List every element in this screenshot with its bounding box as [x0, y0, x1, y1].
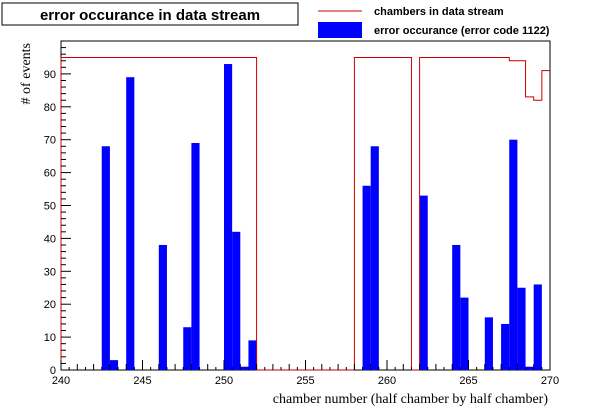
- error-bar-10: [362, 185, 371, 370]
- y-tick-label: 70: [44, 135, 56, 147]
- y-axis: 0 10 20 30 40 50 60 70 80 90: [44, 40, 71, 377]
- y-tick-label: 40: [44, 233, 56, 245]
- legend: chambers in data stream error occurance …: [318, 6, 550, 38]
- error-bar-9: [248, 340, 257, 370]
- y-tick-label: 20: [44, 299, 56, 311]
- error-bar-18: [517, 287, 526, 370]
- x-axis-label: chamber number (half chamber by half cha…: [273, 392, 549, 407]
- error-bar-2: [126, 77, 135, 370]
- error-bar-5: [191, 142, 200, 370]
- error-bars: [101, 64, 542, 370]
- error-bar-15: [484, 317, 493, 370]
- error-bar-7: [232, 231, 241, 370]
- error-bar-1: [109, 360, 119, 370]
- y-tick-label: 90: [44, 69, 56, 81]
- x-tick-label: 250: [215, 375, 233, 387]
- x-tick-label: 245: [133, 375, 151, 387]
- y-axis-label: # of events: [19, 43, 34, 104]
- x-tick-label: 260: [378, 375, 396, 387]
- legend-label-errors: error occurance (error code 1122): [374, 25, 550, 37]
- error-bar-4: [183, 327, 192, 370]
- error-bar-16: [501, 323, 510, 370]
- legend-label-chambers: chambers in data stream: [374, 6, 504, 18]
- error-bar-12: [419, 195, 428, 370]
- error-bar-8: [240, 366, 249, 370]
- chart-title: error occurance in data stream: [40, 7, 260, 24]
- chambers-step-line: [60, 56, 550, 371]
- error-bar-11: [370, 146, 379, 370]
- error-bar-13: [452, 244, 461, 370]
- y-tick-label: 10: [44, 332, 56, 344]
- title-box: [1, 2, 299, 26]
- x-axis: 240 245 250 255 260 265 270: [52, 360, 559, 387]
- x-tick-label: 265: [459, 375, 477, 387]
- y-tick-label: 0: [50, 365, 56, 377]
- x-tick-label: 240: [52, 375, 70, 387]
- plot-frame: [60, 40, 551, 371]
- error-bar-6: [224, 64, 233, 370]
- y-tick-label: 60: [44, 168, 56, 180]
- y-tick-label: 30: [44, 266, 56, 278]
- error-bar-17: [509, 139, 518, 370]
- error-bar-3: [158, 244, 167, 370]
- error-bar-0: [101, 146, 110, 370]
- legend-swatch-errors: [318, 22, 362, 38]
- error-bar-20: [533, 284, 542, 370]
- x-tick-label: 255: [296, 375, 314, 387]
- x-tick-label: 270: [541, 375, 559, 387]
- y-tick-label: 80: [44, 102, 56, 114]
- y-tick-label: 50: [44, 201, 56, 213]
- chambers-step-path: [60, 56, 550, 371]
- error-bar-19: [525, 366, 534, 370]
- error-bar-14: [460, 297, 469, 370]
